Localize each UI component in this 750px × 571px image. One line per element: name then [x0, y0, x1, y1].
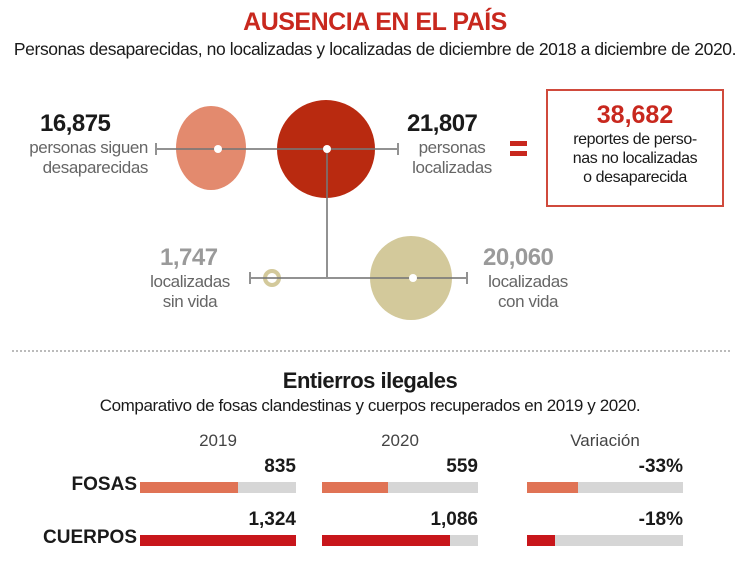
bar-track	[527, 482, 683, 493]
bar-value-label: 1,324	[248, 509, 296, 530]
total-value: 38,682	[596, 101, 674, 129]
value-con-vida: 20,060	[483, 244, 554, 271]
connector-lines	[155, 143, 468, 284]
label-desaparecidas: personas siguen desaparecidas	[29, 138, 148, 177]
bar-value-label: 835	[264, 456, 296, 477]
bar	[527, 535, 556, 546]
bar	[322, 535, 450, 546]
bar	[527, 482, 579, 493]
bar-value-label: -18%	[638, 509, 683, 530]
row-label: CUERPOS	[43, 527, 137, 548]
equals-sign	[510, 141, 527, 146]
bar	[140, 482, 239, 493]
divider	[12, 350, 730, 352]
bar-track	[140, 482, 296, 493]
column-header-2019: 2019	[199, 431, 237, 450]
bubble-diagram	[155, 100, 527, 320]
label-sin-vida: localizadas sin vida	[150, 272, 230, 311]
bar-track	[140, 535, 296, 546]
bar-track	[322, 482, 478, 493]
label-localizadas: personas localizadas	[412, 138, 492, 177]
bar-value-label: -33%	[638, 456, 683, 477]
column-header-variacion: Variación	[570, 431, 640, 450]
bar-track	[527, 535, 683, 546]
total-label: reportes de perso-nas no localizadas o de…	[572, 131, 698, 186]
row-label: FOSAS	[71, 474, 137, 495]
section-title: Entierros ilegales	[282, 368, 458, 393]
total-box: 38,682 reportes de perso-nas no localiza…	[546, 89, 724, 207]
bar-value-label: 1,086	[430, 509, 478, 530]
section-subtitle: Comparativo de fosas clandestinas y cuer…	[99, 396, 641, 415]
value-desaparecidas: 16,875	[40, 110, 111, 137]
value-localizadas: 21,807	[407, 110, 478, 137]
page-subtitle: Personas desaparecidas, no localizadas y…	[13, 39, 737, 59]
bar	[140, 535, 296, 546]
bar-track	[322, 535, 478, 546]
value-sin-vida: 1,747	[160, 244, 218, 271]
label-con-vida: localizadas con vida	[488, 272, 568, 311]
page-title: AUSENCIA EN EL PAÍS	[243, 8, 507, 36]
column-header-2020: 2020	[381, 431, 419, 450]
bar	[322, 482, 388, 493]
bar-value-label: 559	[446, 456, 478, 477]
